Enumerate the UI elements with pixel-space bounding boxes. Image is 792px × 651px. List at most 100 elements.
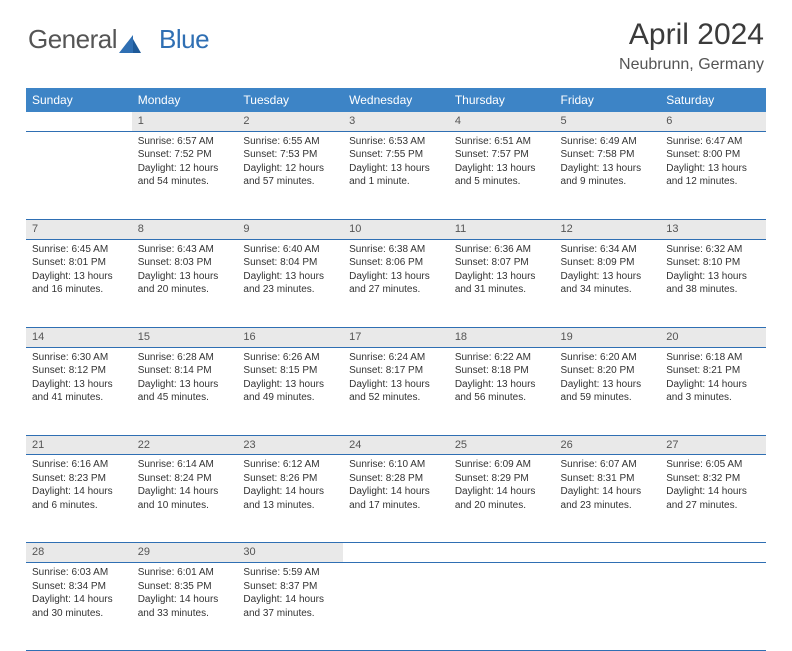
- day-cell-inner: Sunrise: 6:20 AMSunset: 8:20 PMDaylight:…: [555, 348, 661, 409]
- day-cell: [660, 563, 766, 651]
- sunrise-line: Sunrise: 6:10 AM: [349, 458, 443, 472]
- sunset-line: Sunset: 8:21 PM: [666, 364, 760, 378]
- sunset-line: Sunset: 8:28 PM: [349, 472, 443, 486]
- sunrise-line: Sunrise: 6:22 AM: [455, 351, 549, 365]
- day-cell: Sunrise: 6:20 AMSunset: 8:20 PMDaylight:…: [555, 347, 661, 435]
- day-header: Friday: [555, 88, 661, 112]
- day-cell-inner: Sunrise: 6:47 AMSunset: 8:00 PMDaylight:…: [660, 132, 766, 193]
- sunrise-line: Sunrise: 6:49 AM: [561, 135, 655, 149]
- day-number: 19: [555, 328, 661, 347]
- day-number: 7: [26, 220, 132, 239]
- day-cell: Sunrise: 6:09 AMSunset: 8:29 PMDaylight:…: [449, 455, 555, 543]
- sunrise-line: Sunrise: 6:36 AM: [455, 243, 549, 257]
- day-number: 26: [555, 436, 661, 455]
- daylight-line: Daylight: 13 hours and 49 minutes.: [243, 378, 337, 405]
- day-header: Sunday: [26, 88, 132, 112]
- daylight-line: Daylight: 13 hours and 56 minutes.: [455, 378, 549, 405]
- sunset-line: Sunset: 8:35 PM: [138, 580, 232, 594]
- sunrise-line: Sunrise: 6:34 AM: [561, 243, 655, 257]
- day-cell-inner: Sunrise: 6:45 AMSunset: 8:01 PMDaylight:…: [26, 240, 132, 301]
- sunset-line: Sunset: 8:04 PM: [243, 256, 337, 270]
- sunset-line: Sunset: 8:34 PM: [32, 580, 126, 594]
- daynum-row: 123456: [26, 112, 766, 131]
- daylight-line: Daylight: 14 hours and 23 minutes.: [561, 485, 655, 512]
- day-cell: Sunrise: 6:38 AMSunset: 8:06 PMDaylight:…: [343, 239, 449, 327]
- daylight-line: Daylight: 13 hours and 12 minutes.: [666, 162, 760, 189]
- day-number: 14: [26, 328, 132, 347]
- day-cell-inner: Sunrise: 6:43 AMSunset: 8:03 PMDaylight:…: [132, 240, 238, 301]
- logo: General Blue: [28, 24, 209, 55]
- day-cell: Sunrise: 6:07 AMSunset: 8:31 PMDaylight:…: [555, 455, 661, 543]
- sunrise-line: Sunrise: 6:43 AM: [138, 243, 232, 257]
- daynum-row: 282930: [26, 543, 766, 563]
- day-number: 10: [343, 220, 449, 239]
- sunrise-line: Sunrise: 6:03 AM: [32, 566, 126, 580]
- day-cell-inner: Sunrise: 6:38 AMSunset: 8:06 PMDaylight:…: [343, 240, 449, 301]
- day-cell: Sunrise: 6:01 AMSunset: 8:35 PMDaylight:…: [132, 563, 238, 651]
- sunset-line: Sunset: 8:00 PM: [666, 148, 760, 162]
- day-number: 23: [237, 436, 343, 455]
- title-block: April 2024 Neubrunn, Germany: [619, 18, 764, 74]
- week-row: Sunrise: 6:03 AMSunset: 8:34 PMDaylight:…: [26, 563, 766, 651]
- sunset-line: Sunset: 8:37 PM: [243, 580, 337, 594]
- day-cell: Sunrise: 6:30 AMSunset: 8:12 PMDaylight:…: [26, 347, 132, 435]
- sunset-line: Sunset: 8:06 PM: [349, 256, 443, 270]
- day-cell: Sunrise: 6:55 AMSunset: 7:53 PMDaylight:…: [237, 131, 343, 219]
- day-cell: Sunrise: 6:28 AMSunset: 8:14 PMDaylight:…: [132, 347, 238, 435]
- day-cell-inner: Sunrise: 6:36 AMSunset: 8:07 PMDaylight:…: [449, 240, 555, 301]
- sunrise-line: Sunrise: 6:32 AM: [666, 243, 760, 257]
- day-header: Saturday: [660, 88, 766, 112]
- sunset-line: Sunset: 7:52 PM: [138, 148, 232, 162]
- day-cell-inner: Sunrise: 6:03 AMSunset: 8:34 PMDaylight:…: [26, 563, 132, 624]
- daylight-line: Daylight: 13 hours and 1 minute.: [349, 162, 443, 189]
- day-number: 29: [132, 543, 238, 562]
- day-cell: Sunrise: 6:45 AMSunset: 8:01 PMDaylight:…: [26, 239, 132, 327]
- day-number: 5: [555, 112, 661, 131]
- logo-sail-icon: [119, 29, 141, 47]
- daylight-line: Daylight: 13 hours and 38 minutes.: [666, 270, 760, 297]
- week-row: Sunrise: 6:57 AMSunset: 7:52 PMDaylight:…: [26, 131, 766, 219]
- sunrise-line: Sunrise: 6:38 AM: [349, 243, 443, 257]
- week-row: Sunrise: 6:45 AMSunset: 8:01 PMDaylight:…: [26, 239, 766, 327]
- sunrise-line: Sunrise: 6:30 AM: [32, 351, 126, 365]
- sunset-line: Sunset: 8:03 PM: [138, 256, 232, 270]
- day-cell: [343, 563, 449, 651]
- day-number: 9: [237, 220, 343, 239]
- day-cell: [555, 563, 661, 651]
- day-cell-inner: Sunrise: 6:16 AMSunset: 8:23 PMDaylight:…: [26, 455, 132, 516]
- day-number: [660, 543, 766, 547]
- daylight-line: Daylight: 14 hours and 30 minutes.: [32, 593, 126, 620]
- day-cell-inner: Sunrise: 6:26 AMSunset: 8:15 PMDaylight:…: [237, 348, 343, 409]
- daylight-line: Daylight: 13 hours and 34 minutes.: [561, 270, 655, 297]
- daylight-line: Daylight: 14 hours and 13 minutes.: [243, 485, 337, 512]
- sunset-line: Sunset: 7:55 PM: [349, 148, 443, 162]
- sunset-line: Sunset: 8:18 PM: [455, 364, 549, 378]
- daylight-line: Daylight: 13 hours and 59 minutes.: [561, 378, 655, 405]
- day-number: 27: [660, 436, 766, 455]
- day-number: 6: [660, 112, 766, 131]
- day-cell-inner: Sunrise: 5:59 AMSunset: 8:37 PMDaylight:…: [237, 563, 343, 624]
- day-cell: [26, 131, 132, 219]
- day-cell: Sunrise: 6:32 AMSunset: 8:10 PMDaylight:…: [660, 239, 766, 327]
- sunset-line: Sunset: 8:17 PM: [349, 364, 443, 378]
- daylight-line: Daylight: 14 hours and 10 minutes.: [138, 485, 232, 512]
- day-number: [343, 543, 449, 547]
- sunset-line: Sunset: 8:09 PM: [561, 256, 655, 270]
- day-cell: Sunrise: 6:16 AMSunset: 8:23 PMDaylight:…: [26, 455, 132, 543]
- sunrise-line: Sunrise: 6:26 AM: [243, 351, 337, 365]
- day-cell-inner: Sunrise: 6:12 AMSunset: 8:26 PMDaylight:…: [237, 455, 343, 516]
- day-number: 13: [660, 220, 766, 239]
- sunrise-line: Sunrise: 6:47 AM: [666, 135, 760, 149]
- sunrise-line: Sunrise: 6:55 AM: [243, 135, 337, 149]
- day-cell: Sunrise: 6:10 AMSunset: 8:28 PMDaylight:…: [343, 455, 449, 543]
- day-cell-inner: Sunrise: 6:30 AMSunset: 8:12 PMDaylight:…: [26, 348, 132, 409]
- daylight-line: Daylight: 13 hours and 20 minutes.: [138, 270, 232, 297]
- daylight-line: Daylight: 13 hours and 23 minutes.: [243, 270, 337, 297]
- day-header: Wednesday: [343, 88, 449, 112]
- day-cell-inner: Sunrise: 6:22 AMSunset: 8:18 PMDaylight:…: [449, 348, 555, 409]
- sunrise-line: Sunrise: 6:09 AM: [455, 458, 549, 472]
- sunrise-line: Sunrise: 6:05 AM: [666, 458, 760, 472]
- sunset-line: Sunset: 8:29 PM: [455, 472, 549, 486]
- sunset-line: Sunset: 8:31 PM: [561, 472, 655, 486]
- day-number: 12: [555, 220, 661, 239]
